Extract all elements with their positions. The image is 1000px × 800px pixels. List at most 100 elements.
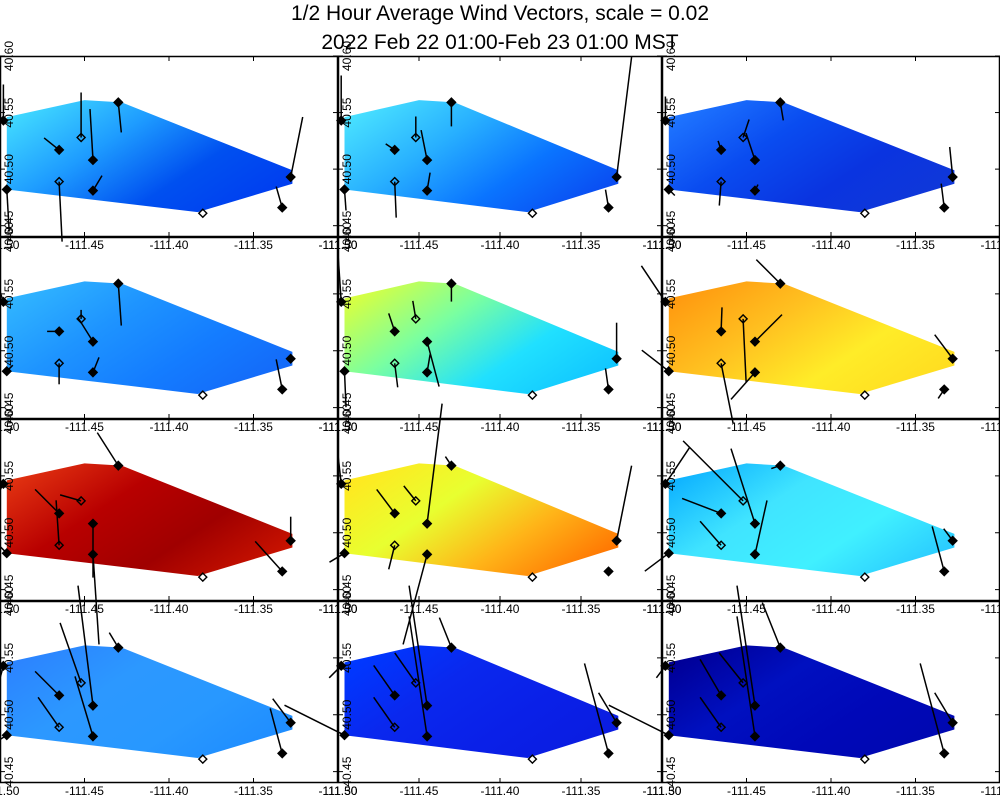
wind-vector (754, 500, 768, 555)
station-marker (389, 326, 400, 337)
x-tick-label: -111.40 (812, 784, 851, 798)
x-tick-label: -111.40 (481, 602, 520, 616)
station-marker (339, 548, 350, 559)
wind-vector (641, 349, 670, 372)
station-marker (446, 97, 457, 108)
station-marker-open (389, 722, 400, 733)
y-tick-label: 40.45 (340, 574, 354, 604)
station-marker (87, 518, 99, 529)
x-tick-label: -111.40 (150, 238, 189, 252)
station-marker (611, 353, 622, 364)
map-panel: -111.50-111.45-111.40-111.35-111.3040.45… (0, 404, 358, 645)
station-marker-open (527, 208, 538, 219)
y-tick-label: 40.45 (664, 392, 678, 422)
x-tick-label: -111.40 (812, 420, 851, 434)
x-tick-label: -111.35 (896, 420, 935, 434)
color-field (6, 463, 293, 576)
station-marker (87, 700, 99, 711)
station-marker-open (738, 313, 749, 324)
y-tick-label: 40.50 (664, 699, 678, 729)
station-marker (87, 549, 99, 560)
wind-vector (644, 552, 670, 572)
x-tick-label: -111.40 (150, 420, 189, 434)
x-tick-label: -111.35 (562, 238, 601, 252)
station-marker-open (738, 495, 749, 506)
x-tick-label: -111.40 (812, 602, 851, 616)
y-tick-label: 40.45 (2, 574, 16, 604)
station-marker (113, 278, 124, 289)
x-tick-label: -111.45 (65, 784, 104, 798)
x-tick-label: -111.35 (234, 238, 273, 252)
station-marker-open (716, 722, 727, 733)
x-tick-label: -111.45 (400, 238, 439, 252)
station-marker (715, 690, 727, 701)
station-marker-open (76, 495, 87, 506)
station-marker (277, 384, 288, 395)
wind-vector (699, 659, 722, 696)
y-tick-label: 40.50 (2, 517, 16, 547)
station-marker (775, 460, 786, 471)
station-marker (277, 566, 288, 577)
station-marker (421, 518, 433, 529)
station-marker-open (197, 390, 208, 401)
station-marker (113, 460, 124, 471)
wind-vector (699, 696, 722, 728)
wind-vector (289, 116, 304, 178)
station-marker (285, 717, 296, 728)
color-field (668, 100, 955, 213)
station-marker-open (389, 358, 400, 369)
station-marker (1, 730, 12, 741)
y-tick-label: 40.45 (664, 574, 678, 604)
wind-vector (426, 403, 443, 524)
wind-vector (117, 102, 123, 133)
station-marker (775, 642, 786, 653)
station-marker (285, 171, 296, 183)
x-tick-label: -111.45 (727, 238, 766, 252)
y-tick-label: 40.50 (340, 517, 354, 547)
x-tick-label: -111.45 (400, 420, 439, 434)
station-marker (749, 154, 761, 166)
map-panel: -111.50-111.45-111.40-111.35-111.3040.45… (0, 585, 358, 798)
station-marker-open (76, 132, 87, 143)
station-marker (611, 717, 622, 728)
station-marker-open (54, 540, 65, 551)
station-marker (285, 535, 296, 546)
y-tick-label: 40.50 (340, 154, 354, 184)
station-marker (715, 508, 727, 519)
x-tick-label: -111.40 (481, 238, 520, 252)
station-marker (663, 548, 674, 559)
map-panel: -111.50-111.45-111.40-111.35-111.3040.45… (0, 41, 358, 252)
wind-vector (934, 334, 954, 360)
wind-vector (699, 520, 722, 546)
y-tick-label: 40.60 (2, 404, 16, 434)
station-marker-open (76, 677, 87, 688)
chart-title: 1/2 Hour Average Wind Vectors, scale = 0… (290, 2, 710, 25)
x-tick-label: -111.35 (896, 784, 935, 798)
color-field (668, 463, 955, 576)
x-tick-label: -111.35 (562, 602, 601, 616)
station-marker-open (859, 208, 870, 219)
station-marker (277, 748, 288, 759)
map-panel: -111.50-111.45-111.40-111.35-111.3040.45… (640, 222, 1000, 434)
station-marker-open (527, 754, 538, 765)
x-tick-label: -111.45 (65, 238, 104, 252)
station-marker (611, 171, 622, 183)
station-marker-open (76, 313, 87, 324)
y-tick-label: 40.50 (2, 154, 16, 184)
y-tick-label: 40.50 (664, 335, 678, 365)
wind-vector (37, 696, 60, 728)
station-marker (53, 326, 65, 337)
station-marker (663, 184, 674, 195)
station-marker (421, 367, 433, 378)
station-marker (749, 731, 761, 742)
x-tick-label: -111.30 (981, 420, 1000, 434)
x-tick-label: -111.30 (981, 238, 1000, 252)
station-marker-open (410, 495, 421, 506)
station-marker (749, 518, 761, 529)
y-tick-label: 40.60 (664, 222, 678, 252)
station-marker-open (410, 132, 421, 143)
station-marker (947, 717, 958, 728)
station-marker (663, 366, 674, 377)
station-marker-open (738, 677, 749, 688)
